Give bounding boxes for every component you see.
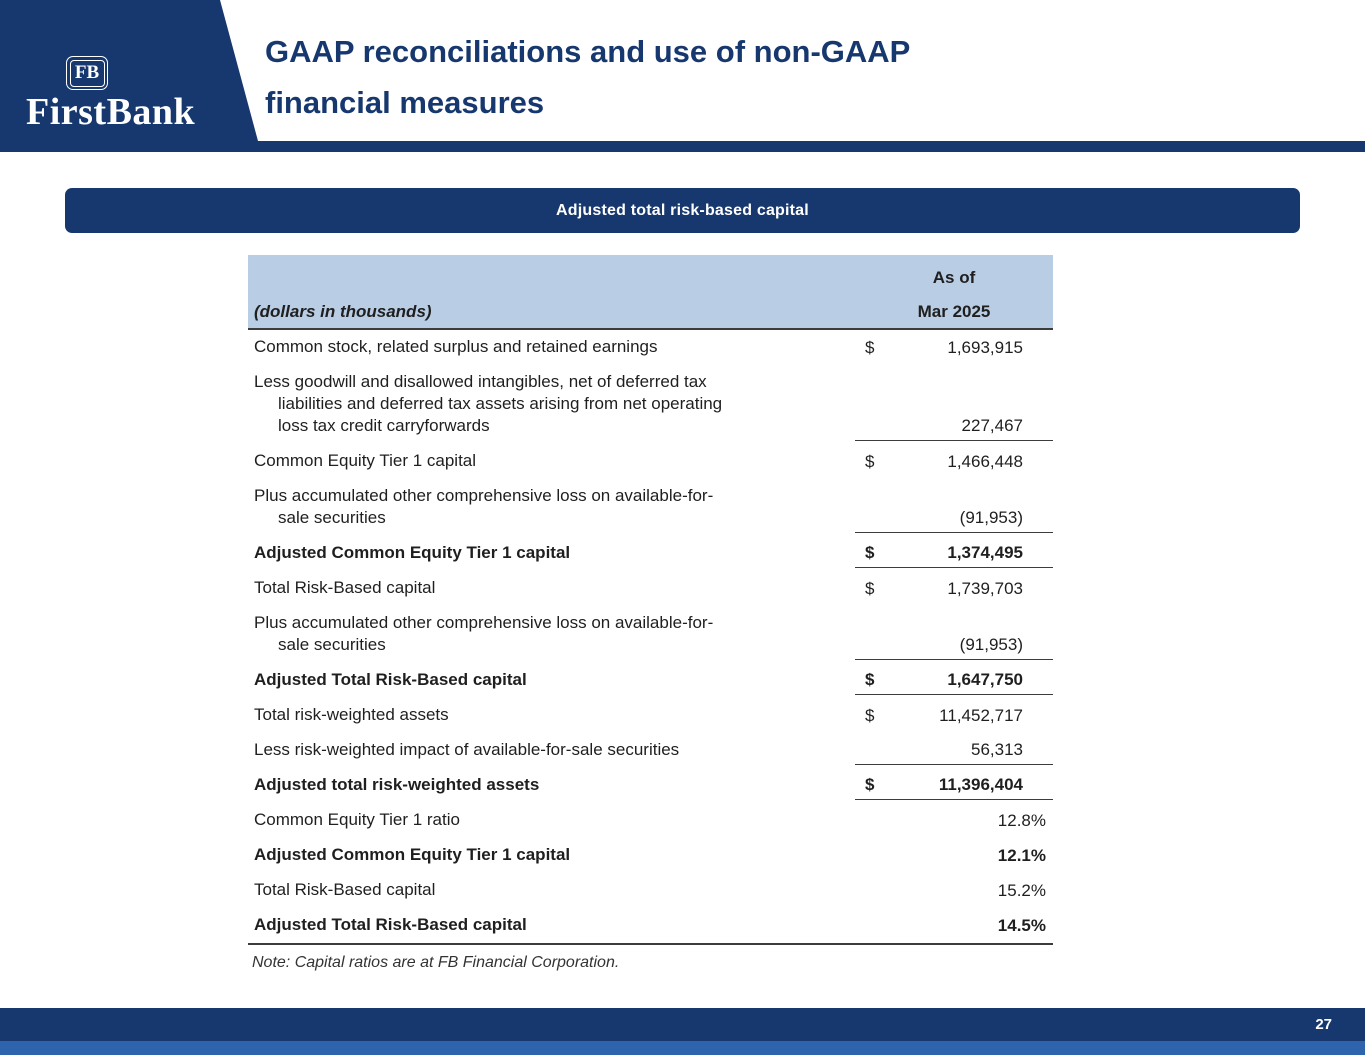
table-row: Common Equity Tier 1 ratio 12.8%	[248, 803, 1053, 838]
row-value: 1,466,448	[947, 452, 1023, 471]
header-title-area: GAAP reconciliations and use of non-GAAP…	[265, 26, 1325, 128]
row-value: 15.2%	[997, 881, 1046, 900]
table-row: Plus accumulated other comprehensive los…	[248, 606, 1053, 663]
table-row: Adjusted Common Equity Tier 1 capital 12…	[248, 838, 1053, 873]
row-label: Adjusted Total Risk-Based capital	[254, 915, 527, 934]
table-row: Adjusted Total Risk-Based capital $ 1,64…	[248, 663, 1053, 698]
row-dollar-sign: $	[865, 452, 875, 471]
row-dollar-sign: $	[865, 670, 875, 689]
row-label: Adjusted Common Equity Tier 1 capital	[254, 543, 571, 562]
row-amount: $ 11,452,717	[855, 698, 1053, 730]
row-value: 12.8%	[997, 811, 1046, 830]
header-divider	[0, 141, 1365, 152]
fb-logo-icon: FB	[66, 56, 108, 90]
row-label: Total Risk-Based capital	[254, 880, 436, 899]
row-value: 1,647,750	[947, 670, 1023, 689]
row-dollar-sign: $	[865, 338, 875, 357]
row-label: Adjusted total risk-weighted assets	[254, 775, 540, 794]
table-row: Adjusted Common Equity Tier 1 capital $ …	[248, 536, 1053, 571]
table-row: Plus accumulated other comprehensive los…	[248, 479, 1053, 536]
table-row: Less risk-weighted impact of available-f…	[248, 733, 1053, 768]
period-column-header: As of Mar 2025	[855, 255, 1053, 328]
row-amount: (91,953)	[855, 606, 1053, 660]
row-amount: 12.1%	[855, 838, 1053, 870]
row-label: Common stock, related surplus and retain…	[254, 337, 658, 356]
row-value: 12.1%	[997, 846, 1046, 865]
table-row: Common Equity Tier 1 capital $ 1,466,448	[248, 444, 1053, 479]
row-dollar-sign: $	[865, 579, 875, 598]
page-title: GAAP reconciliations and use of non-GAAP…	[265, 34, 911, 120]
row-amount: $ 1,466,448	[855, 444, 1053, 476]
row-value: (91,953)	[959, 635, 1023, 654]
row-value: 14.5%	[997, 916, 1046, 935]
table-row: Less goodwill and disallowed intangibles…	[248, 365, 1053, 444]
row-label: Common Equity Tier 1 capital	[254, 451, 477, 470]
table-row: Total Risk-Based capital 15.2%	[248, 873, 1053, 908]
row-value: 1,693,915	[947, 338, 1023, 357]
row-amount: $ 1,374,495	[855, 536, 1053, 568]
table-header: (dollars in thousands) As of Mar 2025	[248, 255, 1053, 330]
table-row: Total Risk-Based capital $ 1,739,703	[248, 571, 1053, 606]
table-row: Adjusted Total Risk-Based capital 14.5%	[248, 908, 1053, 945]
row-amount: 15.2%	[855, 873, 1053, 905]
row-amount: (91,953)	[855, 479, 1053, 533]
row-amount: $ 1,739,703	[855, 571, 1053, 603]
logo-wordmark: FirstBank	[26, 91, 196, 133]
row-label: Less risk-weighted impact of available-f…	[254, 740, 680, 759]
row-dollar-sign: $	[865, 543, 875, 562]
row-amount: 14.5%	[855, 908, 1053, 940]
row-label: Total risk-weighted assets	[254, 705, 449, 724]
row-dollar-sign: $	[865, 775, 875, 794]
row-label: Adjusted Total Risk-Based capital	[254, 670, 527, 689]
as-of-label: As of	[932, 268, 976, 287]
row-value: 11,396,404	[938, 775, 1023, 794]
section-banner-label: Adjusted total risk-based capital	[556, 201, 809, 219]
row-label: Adjusted Common Equity Tier 1 capital	[254, 845, 571, 864]
table-row: Common stock, related surplus and retain…	[248, 330, 1053, 365]
row-value: (91,953)	[959, 508, 1023, 527]
row-value: 227,467	[961, 416, 1023, 435]
table-note: Note: Capital ratios are at FB Financial…	[252, 954, 620, 971]
row-label: Less goodwill and disallowed intangibles…	[254, 372, 723, 435]
table-row: Total risk-weighted assets $ 11,452,717	[248, 698, 1053, 733]
period-label: Mar 2025	[917, 302, 991, 321]
row-label: Total Risk-Based capital	[254, 578, 436, 597]
capital-reconciliation-table: (dollars in thousands) As of Mar 2025 Co…	[248, 255, 1053, 972]
row-amount: 227,467	[855, 365, 1053, 441]
footer-accent-strip	[0, 1041, 1365, 1055]
row-amount: 56,313	[855, 733, 1053, 765]
dollars-in-thousands-label: (dollars in thousands)	[254, 302, 432, 321]
section-banner: Adjusted total risk-based capital	[65, 188, 1300, 233]
firstbank-logo: FB FirstBank	[0, 0, 258, 141]
fb-logo-initials: FB	[74, 62, 100, 83]
footer-bar: 27	[0, 1008, 1365, 1041]
table-body: Common stock, related surplus and retain…	[248, 330, 1053, 945]
row-dollar-sign: $	[865, 706, 875, 725]
page-number: 27	[1315, 1016, 1332, 1033]
row-amount: 12.8%	[855, 803, 1053, 835]
row-label: Plus accumulated other comprehensive los…	[254, 613, 714, 654]
row-value: 11,452,717	[939, 706, 1023, 725]
row-amount: $ 1,647,750	[855, 663, 1053, 695]
row-amount: $ 11,396,404	[855, 768, 1053, 800]
row-value: 56,313	[971, 740, 1023, 759]
row-value: 1,374,495	[947, 543, 1023, 562]
row-value: 1,739,703	[947, 579, 1023, 598]
row-label: Common Equity Tier 1 ratio	[254, 810, 460, 829]
row-label: Plus accumulated other comprehensive los…	[254, 486, 714, 527]
table-row: Adjusted total risk-weighted assets $ 11…	[248, 768, 1053, 803]
row-amount: $ 1,693,915	[855, 330, 1053, 362]
